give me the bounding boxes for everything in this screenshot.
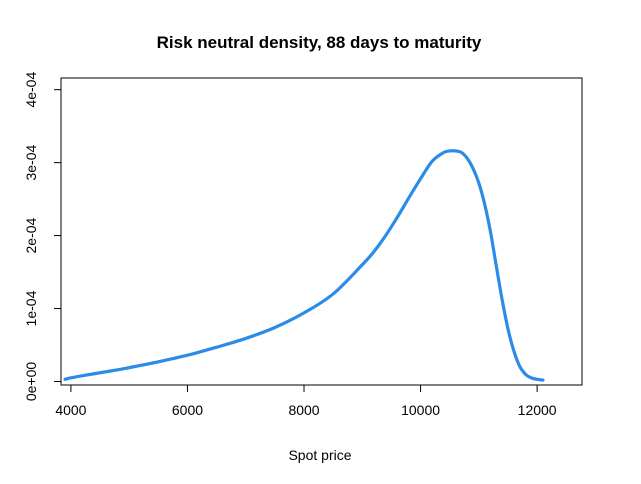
x-tick-label: 8000 [288,402,319,418]
x-tick-label: 10000 [401,402,440,418]
x-tick-label: 6000 [172,402,203,418]
x-tick-label: 12000 [518,402,557,418]
x-tick-label: 4000 [55,402,86,418]
y-tick-label: 3e-04 [23,145,39,181]
y-tick-label: 4e-04 [23,72,39,108]
plot-frame [60,77,583,386]
y-axis: 0e+00 1e-04 2e-04 3e-04 4e-04 [23,72,62,402]
y-tick-label: 2e-04 [23,217,39,253]
chart-title: Risk neutral density, 88 days to maturit… [157,33,482,52]
x-axis-label: Spot price [288,447,351,463]
y-tick-label: 1e-04 [23,290,39,326]
density-line [63,149,545,382]
y-tick-label: 0e+00 [23,362,39,402]
x-axis: 4000 6000 8000 10000 12000 [55,384,557,418]
